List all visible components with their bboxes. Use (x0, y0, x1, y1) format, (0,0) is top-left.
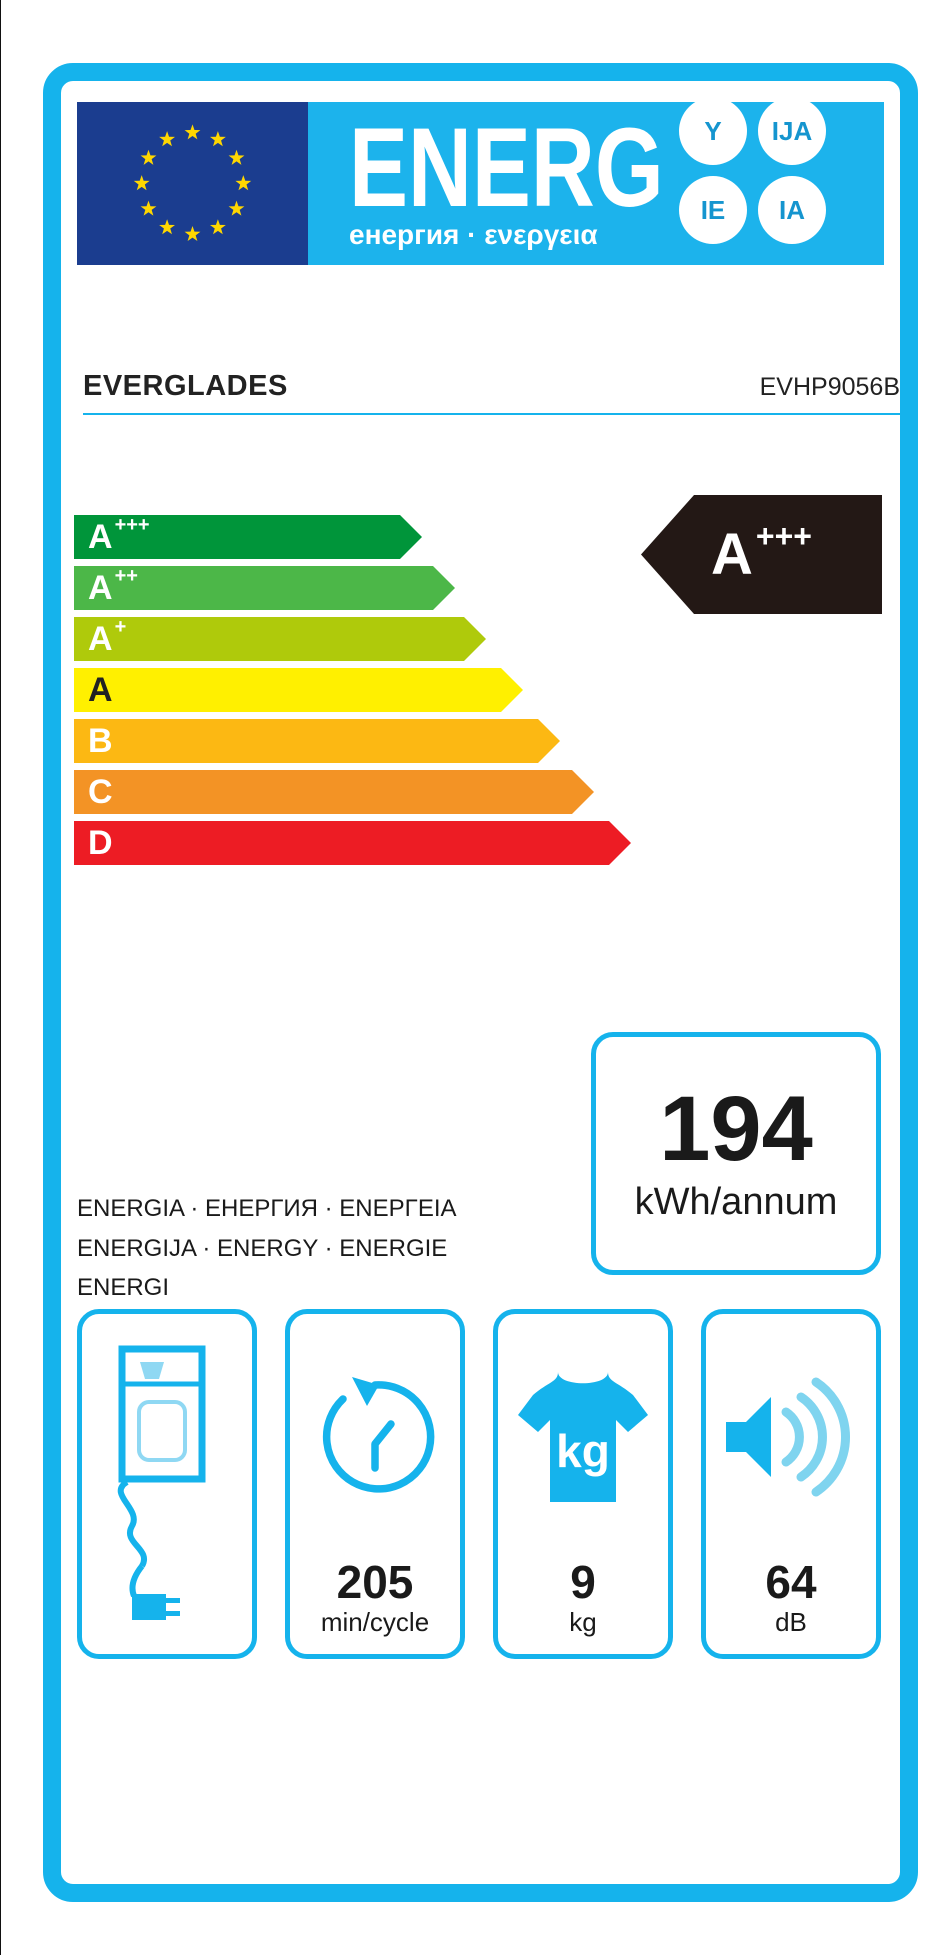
svg-text:kg: kg (556, 1425, 610, 1477)
